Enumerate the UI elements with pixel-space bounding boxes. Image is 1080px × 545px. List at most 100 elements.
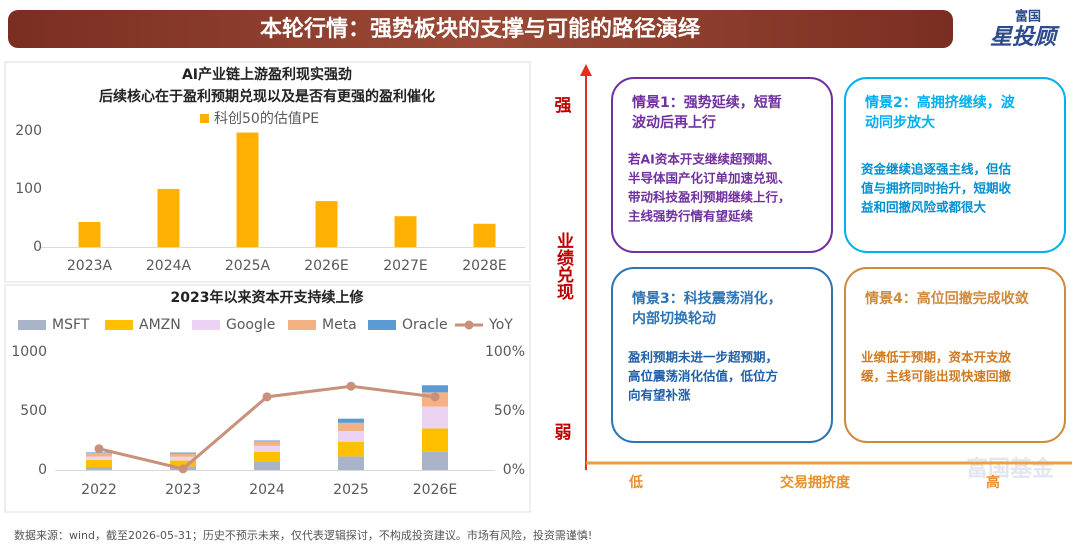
x-tick-label: 2024: [249, 482, 285, 498]
scenario-title: 情景2：高拥挤继续，波: [865, 94, 1016, 111]
x-tick-label: 2025: [333, 482, 369, 498]
legend-dot: [464, 320, 474, 330]
x-tick-label: 2024A: [146, 258, 192, 274]
bar-segment: [86, 459, 112, 468]
scenario-title: 情景4：高位回撤完成收敛: [865, 290, 1029, 307]
scenario-title: 动同步放大: [865, 114, 935, 131]
line-point: [262, 392, 272, 402]
chart-title: AI产业链上游盈利现实强劲: [182, 66, 352, 83]
bar-segment: [422, 428, 448, 452]
scenario-title: 内部切换轮动: [632, 310, 716, 327]
x-tick-label: 2028E: [462, 258, 506, 274]
legend-label: MSFT: [52, 317, 90, 333]
bar: [236, 132, 259, 247]
line-point: [346, 381, 356, 391]
bar: [473, 223, 496, 247]
bar-segment: [338, 431, 364, 442]
x-tick-label: 2026E: [413, 482, 457, 498]
watermark: 富国基金: [966, 456, 1055, 482]
y2-tick-label: 50%: [494, 403, 525, 419]
scenario-box: [844, 267, 1066, 443]
bar-segment: [254, 451, 280, 462]
bar-segment: [422, 406, 448, 429]
x-tick-label: 2022: [81, 482, 117, 498]
chart-title: 后续核心在于盈利预期兑现以及是否有更强的盈利催化: [99, 88, 435, 105]
y-tick-label: 0: [38, 462, 47, 478]
bar-segment: [170, 460, 196, 467]
scenario-body: 值与拥挤同时抬升，短期收: [861, 181, 1012, 196]
panel-border: [4, 284, 531, 513]
x-tick-label: 2025A: [225, 258, 271, 274]
bar-segment: [86, 456, 112, 460]
header-title: 本轮行情：强势板块的支撑与可能的路径演绎: [260, 16, 701, 42]
line-point: [178, 464, 188, 474]
scenario-title: 情景1：强势延续，短暂: [632, 94, 782, 111]
y2-tick-label: 0%: [503, 462, 525, 478]
bar-segment: [170, 456, 196, 461]
legend-label: Google: [226, 317, 275, 333]
bar-segment: [338, 456, 364, 470]
bar-segment: [422, 451, 448, 470]
scenario-body: 半导体国产化订单加速兑现、: [628, 171, 791, 186]
legend-swatch: [105, 320, 133, 330]
scenario-body: 向有望补涨: [628, 388, 691, 403]
x-high: 高: [986, 474, 1000, 491]
scenario-box: [844, 77, 1066, 253]
legend-label: AMZN: [139, 317, 181, 333]
bar: [78, 222, 101, 247]
legend-label: Oracle: [402, 317, 448, 333]
line-point: [430, 392, 440, 402]
arrow-head: [580, 64, 592, 76]
scenario-body: 益和回撤风险或都很大: [861, 200, 987, 215]
footer: 数据来源：wind，截至2026-05-31；历史不预示未来，仅代表逻辑探讨，不…: [14, 528, 592, 542]
y-tick-label: 0: [33, 239, 42, 255]
scenario-body: 资金继续追逐强主线，但估: [861, 162, 1012, 177]
legend-swatch: [288, 320, 316, 330]
scenario-body: 盈利预期未进一步超预期，: [627, 350, 778, 365]
y-label: 业绩兑现: [553, 232, 574, 301]
scenario-title: 情景3：科技震荡消化，: [632, 290, 782, 307]
x-tick-label: 2023A: [67, 258, 113, 274]
scenario-body: 业绩低于预期，资本开支放: [861, 350, 1012, 365]
scenario-body: 主线强势行情有望延续: [628, 209, 754, 224]
bar-segment: [170, 453, 196, 457]
logo-main: 星投顾: [990, 25, 1060, 50]
x-low: 低: [628, 474, 643, 491]
y2-tick-label: 100%: [485, 344, 525, 360]
legend-label: Meta: [322, 317, 357, 333]
legend-swatch: [200, 114, 209, 123]
y-tick-label: 1000: [11, 344, 47, 360]
scenario-box: [611, 77, 833, 253]
x-label: 交易拥挤度: [780, 474, 851, 491]
scenario-body: 高位震荡消化估值，低位方: [628, 369, 778, 384]
legend-label: 科创50的估值PE: [214, 111, 319, 127]
legend-swatch: [18, 320, 46, 330]
line-point: [94, 444, 104, 454]
scenario-title: 波动后再上行: [632, 114, 716, 131]
bar: [315, 201, 338, 247]
scenario-body: 若AI资本开支继续超预期、: [627, 152, 780, 167]
y-low: 弱: [555, 423, 572, 443]
header-bar: [8, 10, 953, 48]
bar-segment: [254, 445, 280, 452]
bar: [157, 188, 180, 247]
y-tick-label: 200: [15, 123, 42, 139]
y-tick-label: 100: [15, 181, 42, 197]
chart-title: 2023年以来资本开支持续上修: [171, 289, 365, 306]
panel-border: [4, 61, 531, 283]
y-tick-label: 500: [20, 403, 47, 419]
bar-segment: [254, 461, 280, 470]
bar-segment: [170, 452, 196, 454]
x-tick-label: 2023: [165, 482, 201, 498]
bar-segment: [86, 467, 112, 470]
bar-segment: [422, 385, 448, 393]
x-tick-label: 2026E: [304, 258, 348, 274]
legend-swatch: [192, 320, 220, 330]
y-high: 强: [555, 96, 572, 116]
bar-segment: [338, 441, 364, 457]
bar: [394, 216, 417, 247]
scenario-box: [611, 267, 833, 443]
bar-segment: [86, 452, 112, 457]
bar-segment: [338, 418, 364, 423]
